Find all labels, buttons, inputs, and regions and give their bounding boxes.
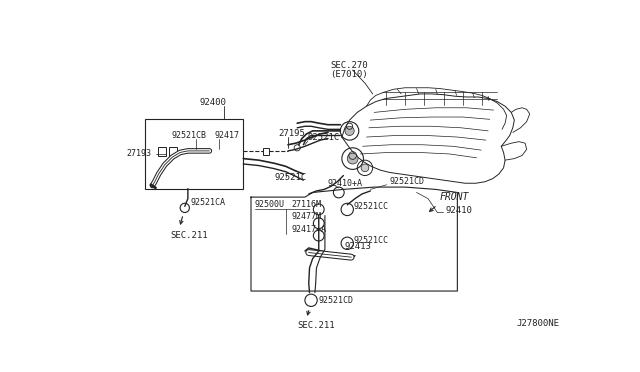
Text: (E7010): (E7010): [330, 70, 368, 79]
Text: 92521CC: 92521CC: [353, 236, 388, 245]
Text: 92521C: 92521C: [274, 173, 307, 182]
Text: FRONT: FRONT: [440, 192, 469, 202]
Circle shape: [361, 164, 369, 172]
Bar: [263, 148, 269, 155]
Bar: [158, 147, 166, 155]
Text: J27800NE: J27800NE: [516, 319, 559, 328]
Text: SEC.211: SEC.211: [297, 321, 335, 330]
Circle shape: [348, 153, 358, 164]
Bar: [145, 119, 243, 189]
Text: 92400: 92400: [199, 98, 226, 107]
Text: 92477M: 92477M: [291, 212, 321, 221]
Text: 92410: 92410: [445, 206, 472, 215]
Text: 92500U: 92500U: [255, 199, 285, 209]
Text: SEC.211: SEC.211: [170, 231, 208, 240]
Text: 27116M: 27116M: [291, 199, 321, 209]
Text: 92413: 92413: [345, 242, 372, 251]
Text: 92417: 92417: [214, 131, 239, 140]
Text: 27195: 27195: [278, 129, 305, 138]
Text: 92521CD: 92521CD: [319, 296, 354, 305]
Text: SEC.270: SEC.270: [330, 61, 368, 70]
Text: 92521CC: 92521CC: [353, 202, 388, 211]
Circle shape: [345, 126, 354, 135]
Text: 27193: 27193: [126, 150, 151, 158]
Bar: [170, 147, 177, 155]
Text: 92521CA: 92521CA: [191, 198, 226, 207]
Text: 92521CD: 92521CD: [390, 177, 424, 186]
Text: 92521C: 92521C: [308, 132, 340, 141]
Text: 92410+A: 92410+A: [328, 179, 363, 188]
Text: 92521CB: 92521CB: [172, 131, 207, 140]
Text: 92417+A: 92417+A: [291, 225, 326, 234]
